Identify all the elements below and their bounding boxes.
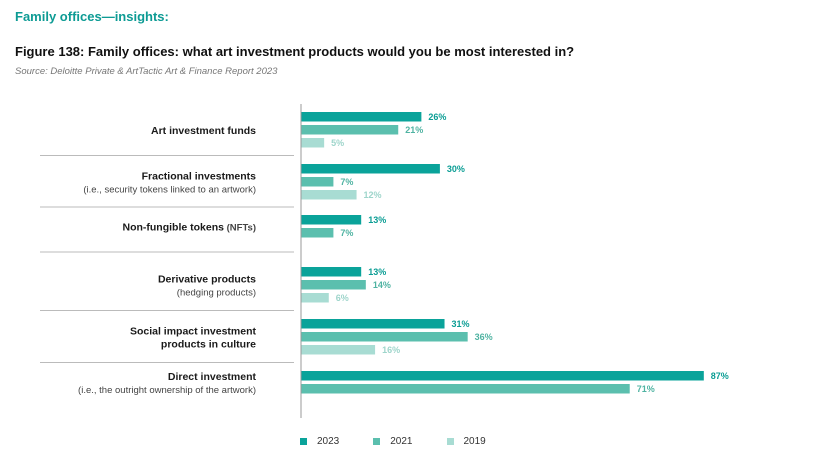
legend-item-2023: 2023 (300, 436, 339, 447)
category-label-4-name2: products in culture (161, 338, 256, 350)
figure-title: Figure 138: Family offices: what art inv… (15, 44, 575, 59)
bar-4-2019 (301, 345, 376, 355)
value-label-0-2023: 26% (428, 112, 446, 122)
value-label-3-2023: 13% (368, 267, 386, 277)
bar-1-2019 (301, 190, 357, 200)
value-label-2-2021: 7% (340, 228, 353, 238)
value-label-4-2021: 36% (475, 332, 493, 342)
category-label-suffix: (NFTs) (224, 222, 256, 233)
bar-1-2021 (301, 177, 334, 187)
value-label-0-2019: 5% (331, 138, 344, 148)
chart-legend: 2023 2021 2019 (300, 436, 486, 447)
value-label-3-2021: 14% (373, 280, 391, 290)
value-label-4-2019: 16% (382, 345, 400, 355)
legend-label-2019: 2019 (463, 436, 486, 447)
legend-item-2019: 2019 (446, 436, 486, 447)
category-label-4-name: Social impact investment (130, 325, 257, 337)
bar-5-2021 (301, 384, 630, 394)
legend-swatch-2023 (300, 438, 307, 445)
bar-chart: Art investment funds 26% 21% 5% Fractional i… (40, 104, 729, 418)
section-title: Family offices—insights: (15, 9, 169, 24)
bar-0-2023 (301, 112, 422, 122)
bar-3-2021 (301, 280, 366, 290)
bar-0-2021 (301, 125, 399, 135)
legend-label-2021: 2021 (390, 436, 413, 447)
bar-3-2023 (301, 267, 362, 277)
legend-swatch-2021 (373, 438, 381, 445)
value-label-1-2021: 7% (340, 177, 353, 187)
category-label-1-sub: (i.e., security tokens linked to an artw… (83, 184, 256, 195)
bar-4-2021 (301, 332, 468, 342)
value-label-0-2021: 21% (405, 125, 423, 135)
bar-1-2023 (301, 164, 440, 174)
category-label-0-name: Art investment funds (151, 125, 256, 137)
value-label-2-2023: 13% (368, 215, 386, 225)
category-label-2-name: Non-fungible tokens (NFTs) (122, 221, 256, 233)
bar-2-2021 (301, 228, 334, 238)
figure-source: Source: Deloitte Private & ArtTactic Art… (15, 66, 278, 77)
bar-0-2019 (301, 138, 325, 148)
value-label-5-2021: 71% (637, 384, 655, 394)
category-label-5-name: Direct investment (168, 371, 257, 383)
category-label-3-sub: (hedging products) (177, 287, 256, 298)
value-label-1-2019: 12% (364, 190, 382, 200)
category-label-5-sub: (i.e., the outright ownership of the art… (78, 385, 256, 396)
value-label-4-2023: 31% (452, 319, 470, 329)
value-label-1-2023: 30% (447, 164, 465, 174)
legend-item-2021: 2021 (373, 436, 413, 447)
legend-label-2023: 2023 (317, 436, 340, 447)
category-label-3-name: Derivative products (158, 273, 256, 285)
bar-2-2023 (301, 215, 362, 225)
value-label-3-2019: 6% (336, 293, 349, 303)
value-label-5-2023: 87% (711, 371, 729, 381)
bar-3-2019 (301, 293, 329, 303)
bar-5-2023 (301, 371, 704, 381)
category-label-1-name: Fractional investments (142, 170, 257, 182)
legend-swatch-2019 (446, 438, 454, 445)
bar-4-2023 (301, 319, 445, 329)
